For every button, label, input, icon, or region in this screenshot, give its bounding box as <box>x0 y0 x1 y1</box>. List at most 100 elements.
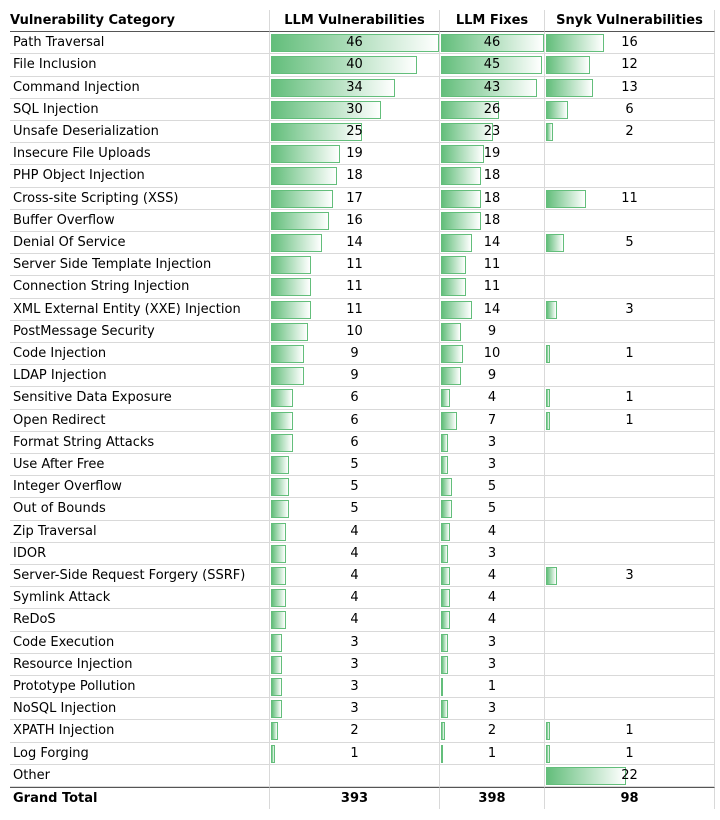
value-cell <box>545 676 715 699</box>
cell-text: 2 <box>625 124 634 139</box>
value-cell <box>545 698 715 721</box>
category-cell: Connection String Injection <box>10 276 270 299</box>
cell-text: 3 <box>350 634 359 650</box>
cell-text: 398 <box>478 791 506 806</box>
value-cell <box>270 764 440 787</box>
value-cell: 5 <box>545 232 715 255</box>
cell-text: 7 <box>487 412 497 428</box>
value-cell: 1 <box>545 343 715 366</box>
data-bar <box>271 367 304 386</box>
cell-text: 9 <box>350 368 359 384</box>
category-cell: Insecure File Uploads <box>10 143 270 166</box>
data-bar <box>271 633 282 652</box>
category-cell: Open Redirect <box>10 409 270 432</box>
value-cell: 4 <box>270 587 440 610</box>
data-bar <box>271 123 363 141</box>
cell-text: Sensitive Data Exposure <box>13 390 172 406</box>
category-cell: Integer Overflow <box>10 476 270 499</box>
data-bar <box>271 56 418 75</box>
value-cell: 45 <box>440 54 545 77</box>
cell-text: 6 <box>350 434 359 450</box>
data-bar <box>441 211 482 230</box>
value-cell: 7 <box>440 409 545 432</box>
cell-text: 3 <box>487 457 497 472</box>
value-cell: 18 <box>440 187 545 210</box>
value-cell: 14 <box>440 232 545 255</box>
cell-text: 14 <box>483 235 501 250</box>
cell-text: Path Traversal <box>13 35 105 51</box>
cell-text: 6 <box>350 390 359 406</box>
value-cell <box>545 454 715 477</box>
value-cell: 40 <box>270 54 440 77</box>
category-cell: Code Execution <box>10 631 270 654</box>
value-cell: 3 <box>440 454 545 477</box>
value-cell: 16 <box>270 209 440 232</box>
data-bar <box>271 478 290 497</box>
value-cell: 9 <box>440 320 545 343</box>
value-cell: 10 <box>440 343 545 366</box>
value-cell: 14 <box>440 298 545 321</box>
category-cell: Server Side Template Injection <box>10 254 270 277</box>
cell-text: 11 <box>346 279 363 295</box>
cell-text: Log Forging <box>13 745 89 761</box>
data-bar <box>546 744 550 763</box>
data-bar <box>271 500 290 519</box>
data-bar <box>271 655 282 674</box>
data-bar <box>441 278 466 297</box>
data-bar <box>546 300 557 319</box>
data-bar <box>271 678 282 696</box>
category-cell: PHP Object Injection <box>10 165 270 188</box>
value-cell: 6 <box>270 387 440 410</box>
value-cell: 3 <box>440 631 545 654</box>
value-cell: 5 <box>440 476 545 499</box>
cell-text: Code Injection <box>13 346 107 361</box>
data-bar <box>441 678 444 696</box>
column-header: LLM Vulnerabilities <box>270 10 440 33</box>
cell-text: 4 <box>350 568 359 583</box>
cell-text: 1 <box>487 745 497 761</box>
cell-text: 18 <box>346 168 363 184</box>
value-cell: 4 <box>270 609 440 632</box>
category-cell: Path Traversal <box>10 32 270 55</box>
cell-text: 18 <box>483 190 501 206</box>
value-cell: 3 <box>545 298 715 321</box>
value-cell: 3 <box>440 653 545 676</box>
data-bar <box>441 389 450 408</box>
value-cell: 46 <box>440 32 545 55</box>
value-cell: 5 <box>270 454 440 477</box>
cell-text: Grand Total <box>13 791 98 806</box>
cell-text: 46 <box>346 35 363 51</box>
value-cell: 11 <box>270 276 440 299</box>
cell-text: LLM Vulnerabilities <box>284 13 425 28</box>
value-cell: 1 <box>440 676 545 699</box>
value-cell: 11 <box>270 254 440 277</box>
value-cell: 1 <box>270 742 440 765</box>
cell-text: 9 <box>487 323 497 339</box>
data-bar <box>441 189 482 208</box>
data-bar <box>271 544 286 563</box>
cell-text: 3 <box>487 701 497 717</box>
cell-text: 3 <box>487 434 497 450</box>
value-cell: 3 <box>440 431 545 454</box>
cell-text: 2 <box>350 723 359 739</box>
cell-text: 18 <box>483 212 501 228</box>
value-cell: 3 <box>545 565 715 588</box>
cell-text: 4 <box>350 545 359 561</box>
total-value: 393 <box>270 787 440 810</box>
data-bar <box>441 456 448 474</box>
cell-text: 9 <box>487 368 497 384</box>
data-bar <box>271 167 337 186</box>
category-cell: Resource Injection <box>10 653 270 676</box>
cell-text: 4 <box>350 612 359 628</box>
value-cell: 11 <box>440 254 545 277</box>
data-bar <box>441 167 482 186</box>
cell-text: 5 <box>487 501 497 517</box>
data-bar <box>441 56 542 75</box>
category-cell: Cross-site Scripting (XSS) <box>10 187 270 210</box>
data-bar <box>441 78 538 97</box>
cell-text: Server Side Template Injection <box>13 257 212 273</box>
cell-text: 11 <box>346 301 363 317</box>
data-bar <box>441 567 450 585</box>
data-bar <box>271 411 293 430</box>
category-cell: ReDoS <box>10 609 270 632</box>
